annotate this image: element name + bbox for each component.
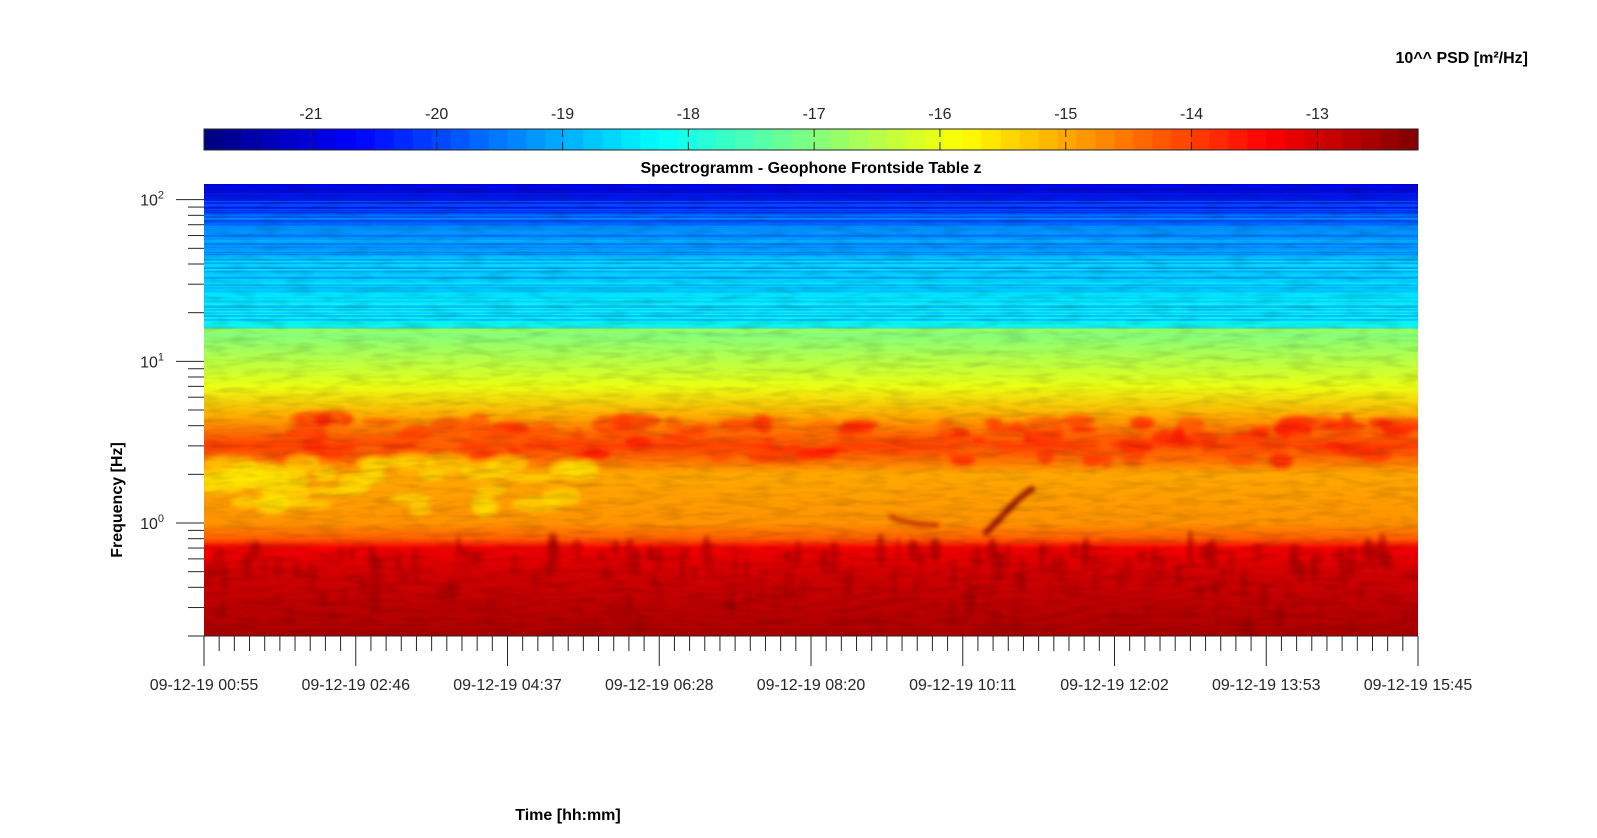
colorbar-cell (1152, 129, 1173, 150)
colorbar-tick-label: -14 (1180, 106, 1203, 123)
colorbar-tick-label: -21 (299, 106, 322, 123)
colorbar-cell (678, 129, 698, 150)
colorbar-tick-label: -18 (677, 106, 700, 123)
colorbar-cell (1380, 129, 1400, 150)
colorbar-cell (488, 129, 509, 150)
plot-area (204, 184, 1418, 636)
colorbar-tick-label: -19 (551, 106, 574, 123)
colorbar-label: 10^^ PSD [m²/Hz] (1396, 50, 1528, 67)
colorbar-cell (848, 129, 869, 150)
spectrogram-noise (204, 184, 1418, 636)
colorbar-cell (640, 129, 660, 150)
colorbar-cell (317, 129, 338, 150)
colorbar-cell (716, 129, 736, 150)
colorbar-cell (1171, 129, 1191, 150)
colorbar-cell (905, 129, 926, 150)
x-tick-label: 09-12-19 10:11 (909, 677, 1016, 694)
colorbar-cell (1190, 129, 1210, 150)
colorbar-cell (1399, 129, 1419, 150)
colorbar-cell (962, 129, 983, 150)
x-tick-label: 09-12-19 02:46 (301, 677, 410, 694)
colorbar-cell (241, 129, 262, 150)
colorbar-cell (583, 129, 603, 150)
colorbar-cell (1266, 129, 1286, 150)
colorbar-cell (1304, 129, 1324, 150)
colorbar-cell (469, 129, 490, 150)
colorbar-cell (412, 129, 433, 150)
colorbar-cell (279, 129, 300, 150)
colorbar-cell (811, 129, 831, 150)
colorbar-cell (659, 129, 679, 150)
colorbar-cell (260, 129, 281, 150)
colorbar-cell (355, 129, 376, 150)
colorbar-cell (754, 129, 774, 150)
chart-title: Spectrogramm - Geophone Frontside Table … (640, 160, 981, 177)
colorbar-cell (697, 129, 717, 150)
colorbar-cell (1114, 129, 1135, 150)
colorbar-cell (924, 129, 945, 150)
colorbar-cell (1209, 129, 1229, 150)
colorbar-cell (1323, 129, 1343, 150)
x-axis: 09-12-19 00:55 09-12-19 02:46 09-12-19 04:… (150, 635, 1473, 694)
colorbar-cell (829, 129, 850, 150)
colorbar-cell (450, 129, 471, 150)
x-tick-label: 09-12-19 15:45 (1364, 677, 1473, 694)
colorbar-frame (203, 128, 1419, 151)
colorbar-cell (1095, 129, 1116, 150)
x-tick-label: 09-12-19 08:20 (757, 677, 866, 694)
y-tick-label: 100 (140, 513, 164, 533)
colorbar-cell (1000, 129, 1021, 150)
y-axis-label: Frequency [Hz] (109, 442, 126, 558)
colorbar-cell (1057, 129, 1078, 150)
y-tick-label: 101 (140, 351, 164, 371)
colorbar-cell (393, 129, 414, 150)
colorbar-cell (621, 129, 641, 150)
colorbar-tick-label: -16 (928, 106, 951, 123)
y-tick-label: 102 (140, 190, 164, 210)
colorbar-cell (773, 129, 793, 150)
colorbar-cell (1019, 129, 1040, 150)
colorbar-cell (374, 129, 395, 150)
colorbar-tick-label: -17 (803, 106, 826, 123)
colorbar-cell (867, 129, 888, 150)
colorbar-cell (431, 129, 452, 150)
x-tick-label: 09-12-19 06:28 (605, 677, 714, 694)
colorbar-ticks: -21 -20 -19 -18 -17 -16 -15 -14 -13 (299, 106, 1329, 150)
colorbar-cell (1361, 129, 1381, 150)
colorbar-cell (526, 129, 547, 150)
colorbar-cell (981, 129, 1002, 150)
colorbar-cell (735, 129, 755, 150)
colorbar-cell (1076, 129, 1097, 150)
colorbar-cell (792, 129, 812, 150)
colorbar-cell (222, 129, 243, 150)
x-axis-label: Time [hh:mm] (515, 807, 620, 824)
colorbar-cell (545, 129, 566, 150)
colorbar-cell (886, 129, 907, 150)
colorbar-cell (336, 129, 357, 150)
colorbar-cell (1342, 129, 1362, 150)
colorbar-cells (204, 129, 1419, 150)
colorbar-tick-label: -20 (425, 106, 448, 123)
colorbar-cell (298, 129, 319, 150)
colorbar-cell (602, 129, 622, 150)
colorbar-cell (1247, 129, 1267, 150)
colorbar-cell (507, 129, 528, 150)
x-tick-label: 09-12-19 00:55 (150, 677, 259, 694)
x-tick-label: 09-12-19 12:02 (1060, 677, 1169, 694)
x-tick-label: 09-12-19 04:37 (453, 677, 562, 694)
colorbar-tick-label: -13 (1306, 106, 1329, 123)
colorbar-tick-label: -15 (1054, 106, 1077, 123)
colorbar-cell (564, 129, 584, 150)
colorbar-cell (1133, 129, 1154, 150)
colorbar: -21 -20 -19 -18 -17 -16 -15 -14 -13 10^^ PSD [m²… (203, 50, 1528, 151)
colorbar-cell (1285, 129, 1305, 150)
colorbar-cell (943, 129, 964, 150)
x-tick-label: 09-12-19 13:53 (1212, 677, 1321, 694)
colorbar-cell (204, 129, 224, 150)
colorbar-cell (1038, 129, 1059, 150)
colorbar-cell (1228, 129, 1248, 150)
y-axis: 100 101 102 (140, 190, 204, 637)
